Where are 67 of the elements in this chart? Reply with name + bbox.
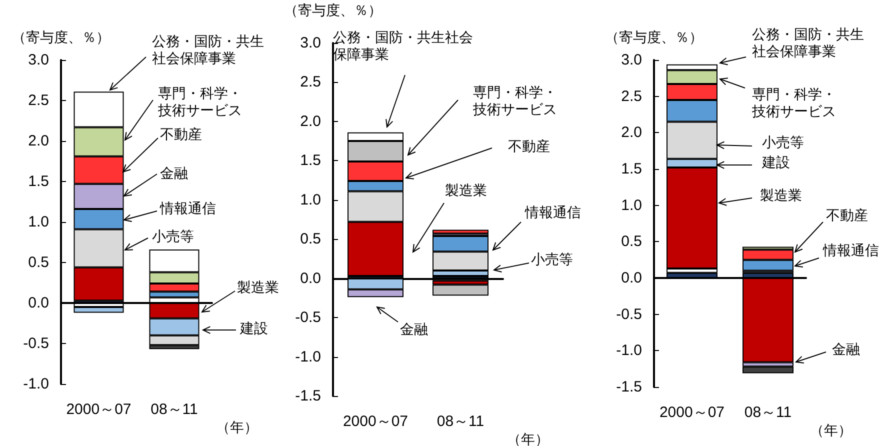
x-axis-title: （年） <box>216 419 258 435</box>
y-tick-label: -0.5 <box>616 306 642 323</box>
x-axis-title: （年） <box>810 422 852 438</box>
y-tick-label: 0.5 <box>300 230 321 248</box>
text: 製造業 <box>237 280 280 297</box>
y-tick-label: 0.0 <box>28 294 49 312</box>
x-tick-label: 2000～07 <box>342 413 408 430</box>
y-tick-label: 3.0 <box>28 52 49 68</box>
text: 情報通信 <box>823 243 880 260</box>
x-tick-label: 08～11 <box>744 404 792 421</box>
y-tick-label: 1.5 <box>28 173 49 190</box>
bar <box>432 284 488 296</box>
annotation: 金融 <box>160 166 189 183</box>
y-tick-label: 1.0 <box>28 214 49 230</box>
y-tick-label: -1.0 <box>616 342 642 360</box>
y-tick-label: 0.5 <box>28 254 49 271</box>
bar <box>742 366 794 374</box>
y-tick-label: 2.5 <box>28 92 49 109</box>
annotation: 製造業 <box>760 188 803 205</box>
y-tick-label: -0.5 <box>23 335 49 352</box>
bar <box>432 230 488 234</box>
y-tick-label: -1.5 <box>616 378 642 396</box>
y-tick-label: 0.0 <box>300 270 321 287</box>
x-tick-label: 08～11 <box>436 413 484 430</box>
y-tick-label: 1.5 <box>621 160 642 178</box>
y-tick-label: 0.0 <box>621 270 642 286</box>
annotation: 金融 <box>400 322 429 339</box>
annotation: 専門・科学・技術サービス <box>473 85 558 119</box>
y-tick-label: 2.5 <box>621 88 642 105</box>
y-tick-label: 0.5 <box>621 233 642 250</box>
annotation: 専門・科学・技術サービス <box>158 86 243 120</box>
y-tick-label: -0.5 <box>295 309 321 326</box>
x-tick-label: 2000～07 <box>659 404 725 421</box>
text: 小売等 <box>531 252 574 269</box>
x-tick-label: 08～11 <box>150 401 198 418</box>
text: 不動産 <box>508 139 551 156</box>
y-tick-label: 2.5 <box>300 74 321 91</box>
y-tick-label: 3.0 <box>300 34 321 52</box>
annotation: 不動産 <box>160 127 203 144</box>
y-axis-title: （寄与度、％） <box>12 29 110 45</box>
y-axis-title: （寄与度、％） <box>605 29 703 45</box>
text: 公務・国防・共生社会保障事業 <box>752 27 865 61</box>
text: 建設 <box>240 321 269 338</box>
y-tick-label: -1.0 <box>23 376 49 392</box>
y-tick-label: 2.0 <box>300 112 321 130</box>
y-tick-label: 1.0 <box>621 196 642 214</box>
text: 金融 <box>832 342 861 359</box>
text: 不動産 <box>826 208 869 225</box>
annotation: 専門・科学・技術サービス <box>752 87 837 121</box>
y-tick-label: 2.0 <box>621 124 642 142</box>
y-tick-label: 2.0 <box>28 132 49 150</box>
y-tick-label: 3.0 <box>621 52 642 68</box>
annotation: 公務・国防・共生社会保障事業 <box>152 34 265 68</box>
annotation: 小売等 <box>762 135 805 152</box>
annotation: 小売等 <box>152 229 195 246</box>
annotation: 公務・国防・共生社会保障事業 <box>333 30 474 64</box>
annotation: 建設 <box>762 155 791 172</box>
bar <box>74 307 124 313</box>
y-tick-label: -1.5 <box>295 388 321 404</box>
x-tick-label: 2000～07 <box>66 401 132 418</box>
y-axis-title: （寄与度、％） <box>284 2 382 18</box>
y-tick-label: 1.5 <box>300 152 321 170</box>
text: 情報通信 <box>525 205 582 222</box>
y-tick-label: -1.0 <box>295 348 321 366</box>
y-tick-label: 1.0 <box>300 191 321 208</box>
annotation: 情報通信 <box>160 201 217 218</box>
annotation: 製造業 <box>445 183 488 200</box>
